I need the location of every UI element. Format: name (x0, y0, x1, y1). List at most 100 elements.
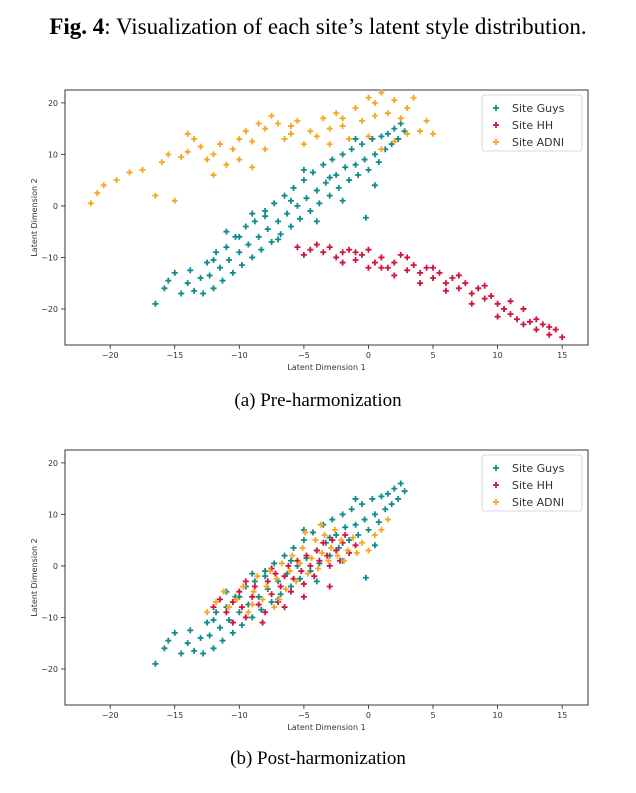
x-tick-label: 15 (557, 711, 567, 720)
data-point (251, 578, 258, 585)
data-point (361, 156, 368, 163)
data-point (371, 182, 378, 189)
data-point (410, 262, 417, 269)
x-axis-label: Latent Dimension 1 (287, 363, 365, 372)
data-point (219, 277, 226, 284)
data-point (333, 547, 340, 554)
data-point (320, 539, 327, 546)
data-point (197, 275, 204, 282)
data-point (229, 619, 236, 626)
data-point (226, 604, 233, 611)
data-point (339, 115, 346, 122)
data-point (262, 146, 269, 153)
data-point (455, 285, 462, 292)
data-point (299, 544, 306, 551)
data-point (401, 488, 408, 495)
data-point (365, 526, 372, 533)
legend: Site Guys Site HH Site ADNI (481, 454, 583, 512)
data-point (242, 578, 249, 585)
data-point (342, 524, 349, 531)
series-site-adni (87, 89, 437, 207)
data-point (259, 619, 266, 626)
data-point (249, 164, 256, 171)
data-point (262, 568, 269, 575)
data-point (313, 187, 320, 194)
y-axis-label: Latent Dimension 2 (30, 178, 39, 256)
data-point (404, 130, 411, 137)
x-tick-label: −15 (166, 711, 183, 720)
scatter-chart-post-harmonization: −20 −15 −10 −5 0 5 10 15 20 10 0 −10 −20 Latent Dimen… (30, 449, 589, 732)
data-point (355, 172, 362, 178)
data-point (317, 521, 324, 528)
data-point (325, 557, 332, 564)
data-point (245, 241, 252, 248)
x-tick-label: 5 (430, 351, 435, 360)
data-point (284, 210, 291, 217)
data-point (277, 591, 284, 598)
data-point (334, 552, 341, 559)
data-point (178, 153, 185, 160)
data-point (300, 166, 307, 173)
data-point (152, 660, 159, 667)
data-point (273, 575, 280, 582)
data-point (278, 560, 285, 567)
data-point (236, 156, 243, 163)
data-point (324, 552, 331, 559)
x-tick-label: 10 (493, 711, 503, 720)
data-point (223, 609, 230, 616)
data-point (287, 130, 294, 137)
data-point (321, 532, 328, 538)
data-point (184, 640, 191, 647)
data-point (178, 290, 185, 297)
data-point (313, 241, 320, 248)
data-point (384, 490, 391, 497)
x-tick-label: 5 (430, 711, 435, 720)
x-tick-label: 15 (557, 351, 567, 360)
data-point (271, 560, 278, 567)
data-point (352, 257, 359, 263)
data-point (375, 159, 382, 166)
data-point (171, 629, 178, 636)
data-point (245, 609, 252, 616)
data-point (236, 609, 243, 616)
y-tick-label: −20 (41, 665, 58, 674)
data-point (326, 583, 333, 590)
data-point (275, 236, 282, 243)
data-point (346, 246, 353, 253)
x-tick-label: −5 (298, 351, 310, 360)
data-point (333, 254, 340, 261)
data-point (263, 583, 270, 590)
series-site-hh (294, 241, 566, 341)
y-tick-label: 10 (48, 150, 58, 159)
data-point (378, 526, 385, 533)
data-point (313, 578, 320, 585)
data-point (210, 257, 217, 263)
data-point (417, 269, 424, 276)
data-point (255, 601, 262, 608)
data-point (277, 231, 284, 238)
data-point (171, 197, 178, 204)
data-point (307, 246, 314, 253)
data-point (267, 568, 274, 575)
data-point (236, 135, 243, 142)
data-point (304, 570, 311, 577)
data-point (369, 495, 376, 502)
data-point (287, 123, 294, 130)
x-tick-label: −15 (166, 351, 183, 360)
data-point (520, 305, 527, 312)
legend-label: Site HH (512, 479, 553, 492)
data-point (184, 148, 191, 155)
data-point (210, 617, 217, 623)
data-point (216, 141, 223, 148)
data-point (262, 573, 269, 580)
data-point (300, 537, 307, 544)
data-point (236, 588, 243, 595)
data-point (249, 570, 256, 577)
data-point (359, 501, 366, 508)
data-point (210, 645, 217, 652)
data-point (307, 208, 314, 215)
figure-title: Fig. 4: Visualization of each site’s lat… (0, 14, 636, 40)
data-point (249, 254, 256, 261)
y-tick-label: −10 (41, 253, 58, 262)
x-tick-label: −10 (231, 351, 248, 360)
